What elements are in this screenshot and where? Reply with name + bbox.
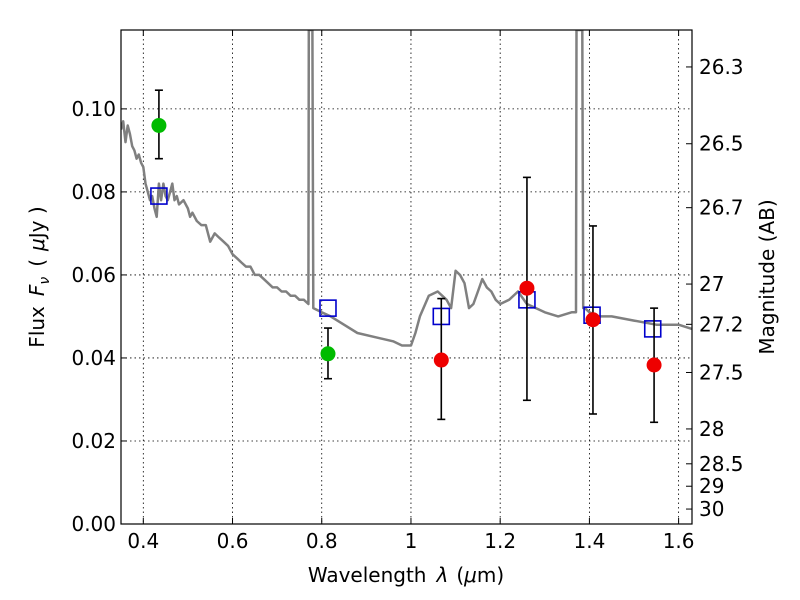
y-tick-label-1: 0.02	[71, 429, 116, 453]
y-tick-label-4: 0.08	[71, 180, 116, 204]
model-photometry-square-5	[643, 320, 662, 338]
y-tick-label-3: 0.06	[71, 263, 116, 287]
right-tick-label-4: 27.2	[699, 312, 744, 336]
y-tick-labels: 0.00 0.02 0.04 0.06 0.08 0.10	[71, 97, 116, 536]
right-tick-label-1: 26.5	[699, 132, 744, 156]
model-spectrum-line	[121, 30, 692, 347]
x-tick-label-4: 1.2	[484, 529, 516, 553]
y-tick-label-2: 0.04	[71, 346, 116, 370]
observed-points	[151, 117, 662, 373]
right-axis-label: Magnitude (AB)	[755, 199, 779, 354]
y-tick-label-0: 0.00	[71, 512, 116, 536]
x-tick-label-5: 1.4	[573, 529, 605, 553]
y-tick-label-5: 0.10	[71, 97, 116, 121]
right-tick-label-0: 26.3	[699, 55, 744, 79]
model-photometry-markers	[150, 187, 662, 338]
x-tick-label-0: 0.4	[127, 529, 159, 553]
right-tick-label-8: 29	[699, 474, 724, 498]
axis-ticks	[121, 30, 692, 525]
observed-point-5	[646, 357, 662, 373]
x-tick-label-3: 1	[405, 529, 418, 553]
y-axis-label: FluxFν(μJy )	[25, 206, 53, 347]
observed-point-3	[519, 280, 535, 296]
x-tick-label-6: 1.6	[663, 529, 695, 553]
right-tick-label-7: 28.5	[699, 452, 744, 476]
observed-point-2	[433, 352, 449, 368]
observed-point-4	[585, 312, 601, 328]
right-tick-label-9: 30	[699, 497, 724, 521]
plot-frame	[120, 29, 693, 525]
plot-area	[121, 30, 692, 424]
right-tick-label-6: 28	[699, 417, 724, 441]
observed-point-0	[151, 117, 167, 133]
right-tick-label-5: 27.5	[699, 360, 744, 384]
observed-point-1	[320, 346, 336, 362]
grid-lines	[121, 30, 692, 525]
right-tick-label-2: 26.7	[699, 196, 744, 220]
x-tick-label-1: 0.6	[217, 529, 249, 553]
x-tick-label-2: 0.8	[306, 529, 338, 553]
model-photometry-square-1	[319, 299, 337, 317]
x-axis-label: Wavelength λ (μm)	[308, 563, 504, 587]
x-tick-labels: 0.4 0.6 0.8 1 1.2 1.4 1.6	[127, 529, 694, 553]
model-photometry-square-0	[150, 187, 168, 205]
right-tick-label-3: 27	[699, 272, 724, 296]
